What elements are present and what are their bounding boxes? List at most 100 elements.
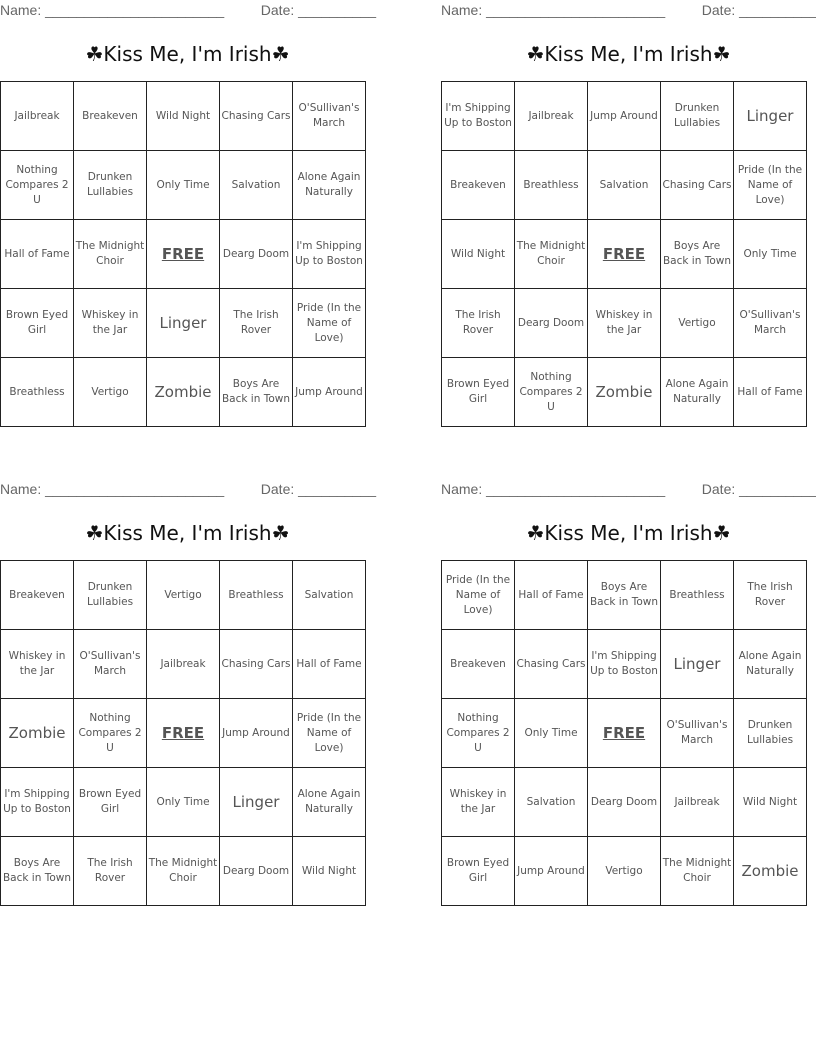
bingo-cell[interactable]: Boys Are Back in Town bbox=[587, 560, 661, 630]
bingo-cell[interactable]: I'm Shipping Up to Boston bbox=[587, 629, 661, 699]
bingo-cell[interactable]: Nothing Compares 2 U bbox=[73, 698, 147, 768]
bingo-cell[interactable]: Zombie bbox=[0, 698, 74, 768]
bingo-cell[interactable]: I'm Shipping Up to Boston bbox=[0, 767, 74, 837]
bingo-cell[interactable]: Zombie bbox=[733, 836, 807, 906]
bingo-cell[interactable]: Breathless bbox=[660, 560, 734, 630]
bingo-cell[interactable]: O'Sullivan's March bbox=[73, 629, 147, 699]
name-field[interactable]: Name: _______________________ bbox=[0, 481, 225, 497]
bingo-cell[interactable]: Brown Eyed Girl bbox=[0, 288, 74, 358]
bingo-cell[interactable]: Jailbreak bbox=[514, 81, 588, 151]
bingo-cell[interactable]: O'Sullivan's March bbox=[660, 698, 734, 768]
bingo-cell[interactable]: Alone Again Naturally bbox=[292, 767, 366, 837]
bingo-cell[interactable]: Dearg Doom bbox=[514, 288, 588, 358]
bingo-cell[interactable]: Zombie bbox=[587, 357, 661, 427]
bingo-cell[interactable]: Chasing Cars bbox=[219, 629, 293, 699]
bingo-cell[interactable]: The Irish Rover bbox=[441, 288, 515, 358]
bingo-cell[interactable]: Whiskey in the Jar bbox=[0, 629, 74, 699]
bingo-cell[interactable]: Hall of Fame bbox=[0, 219, 74, 289]
bingo-cell[interactable]: Linger bbox=[733, 81, 807, 151]
bingo-cell[interactable]: Pride (In the Name of Love) bbox=[733, 150, 807, 220]
bingo-cell[interactable]: Only Time bbox=[146, 150, 220, 220]
bingo-cell[interactable]: Nothing Compares 2 U bbox=[0, 150, 74, 220]
bingo-cell[interactable]: Linger bbox=[660, 629, 734, 699]
bingo-cell[interactable]: Salvation bbox=[514, 767, 588, 837]
bingo-cell[interactable]: O'Sullivan's March bbox=[733, 288, 807, 358]
bingo-cell[interactable]: The Irish Rover bbox=[219, 288, 293, 358]
bingo-cell[interactable]: Vertigo bbox=[587, 836, 661, 906]
bingo-cell[interactable]: Salvation bbox=[587, 150, 661, 220]
bingo-cell[interactable]: Only Time bbox=[514, 698, 588, 768]
bingo-cell[interactable]: Pride (In the Name of Love) bbox=[441, 560, 515, 630]
bingo-cell[interactable]: Breakeven bbox=[0, 560, 74, 630]
bingo-cell[interactable]: Hall of Fame bbox=[733, 357, 807, 427]
bingo-cell[interactable]: Zombie bbox=[146, 357, 220, 427]
bingo-cell[interactable]: Jump Around bbox=[219, 698, 293, 768]
bingo-cell[interactable]: Hall of Fame bbox=[514, 560, 588, 630]
name-field[interactable]: Name: _______________________ bbox=[0, 2, 225, 18]
bingo-cell[interactable]: Wild Night bbox=[441, 219, 515, 289]
bingo-cell[interactable]: Jailbreak bbox=[146, 629, 220, 699]
bingo-cell[interactable]: Pride (In the Name of Love) bbox=[292, 288, 366, 358]
name-field[interactable]: Name: _______________________ bbox=[441, 481, 666, 497]
free-space[interactable]: FREE bbox=[146, 698, 220, 768]
bingo-cell[interactable]: Breakeven bbox=[73, 81, 147, 151]
bingo-cell[interactable]: I'm Shipping Up to Boston bbox=[441, 81, 515, 151]
bingo-cell[interactable]: Jailbreak bbox=[0, 81, 74, 151]
bingo-cell[interactable]: Whiskey in the Jar bbox=[73, 288, 147, 358]
bingo-cell[interactable]: Whiskey in the Jar bbox=[441, 767, 515, 837]
free-space[interactable]: FREE bbox=[587, 219, 661, 289]
bingo-cell[interactable]: Nothing Compares 2 U bbox=[514, 357, 588, 427]
bingo-cell[interactable]: Brown Eyed Girl bbox=[73, 767, 147, 837]
free-space[interactable]: FREE bbox=[587, 698, 661, 768]
bingo-cell[interactable]: Salvation bbox=[292, 560, 366, 630]
name-field[interactable]: Name: _______________________ bbox=[441, 2, 666, 18]
bingo-cell[interactable]: Linger bbox=[219, 767, 293, 837]
bingo-cell[interactable]: Boys Are Back in Town bbox=[219, 357, 293, 427]
bingo-cell[interactable]: Drunken Lullabies bbox=[733, 698, 807, 768]
bingo-cell[interactable]: Boys Are Back in Town bbox=[660, 219, 734, 289]
bingo-cell[interactable]: Alone Again Naturally bbox=[660, 357, 734, 427]
bingo-cell[interactable]: Breakeven bbox=[441, 629, 515, 699]
bingo-cell[interactable]: Linger bbox=[146, 288, 220, 358]
bingo-cell[interactable]: Breakeven bbox=[441, 150, 515, 220]
bingo-cell[interactable]: Only Time bbox=[146, 767, 220, 837]
bingo-cell[interactable]: Dearg Doom bbox=[219, 836, 293, 906]
bingo-cell[interactable]: The Midnight Choir bbox=[660, 836, 734, 906]
bingo-cell[interactable]: The Midnight Choir bbox=[514, 219, 588, 289]
bingo-cell[interactable]: I'm Shipping Up to Boston bbox=[292, 219, 366, 289]
bingo-cell[interactable]: Boys Are Back in Town bbox=[0, 836, 74, 906]
bingo-cell[interactable]: Pride (In the Name of Love) bbox=[292, 698, 366, 768]
bingo-cell[interactable]: The Irish Rover bbox=[733, 560, 807, 630]
bingo-cell[interactable]: O'Sullivan's March bbox=[292, 81, 366, 151]
bingo-cell[interactable]: Vertigo bbox=[146, 560, 220, 630]
date-field[interactable]: Date: __________ bbox=[701, 481, 816, 497]
bingo-cell[interactable]: Jump Around bbox=[292, 357, 366, 427]
bingo-cell[interactable]: Chasing Cars bbox=[219, 81, 293, 151]
bingo-cell[interactable]: Wild Night bbox=[146, 81, 220, 151]
bingo-cell[interactable]: Breathless bbox=[0, 357, 74, 427]
bingo-cell[interactable]: Drunken Lullabies bbox=[73, 150, 147, 220]
date-field[interactable]: Date: __________ bbox=[260, 2, 376, 18]
bingo-cell[interactable]: Jailbreak bbox=[660, 767, 734, 837]
bingo-cell[interactable]: The Irish Rover bbox=[73, 836, 147, 906]
bingo-cell[interactable]: Drunken Lullabies bbox=[660, 81, 734, 151]
bingo-cell[interactable]: Brown Eyed Girl bbox=[441, 836, 515, 906]
bingo-cell[interactable]: Alone Again Naturally bbox=[292, 150, 366, 220]
bingo-cell[interactable]: Brown Eyed Girl bbox=[441, 357, 515, 427]
bingo-cell[interactable]: Chasing Cars bbox=[660, 150, 734, 220]
bingo-cell[interactable]: Jump Around bbox=[587, 81, 661, 151]
bingo-cell[interactable]: Chasing Cars bbox=[514, 629, 588, 699]
bingo-cell[interactable]: Only Time bbox=[733, 219, 807, 289]
bingo-cell[interactable]: Breathless bbox=[219, 560, 293, 630]
bingo-cell[interactable]: Dearg Doom bbox=[219, 219, 293, 289]
date-field[interactable]: Date: __________ bbox=[260, 481, 376, 497]
bingo-cell[interactable]: Whiskey in the Jar bbox=[587, 288, 661, 358]
bingo-cell[interactable]: Wild Night bbox=[292, 836, 366, 906]
bingo-cell[interactable]: Breathless bbox=[514, 150, 588, 220]
bingo-cell[interactable]: Dearg Doom bbox=[587, 767, 661, 837]
bingo-cell[interactable]: Hall of Fame bbox=[292, 629, 366, 699]
bingo-cell[interactable]: Wild Night bbox=[733, 767, 807, 837]
bingo-cell[interactable]: Nothing Compares 2 U bbox=[441, 698, 515, 768]
bingo-cell[interactable]: Salvation bbox=[219, 150, 293, 220]
bingo-cell[interactable]: The Midnight Choir bbox=[73, 219, 147, 289]
